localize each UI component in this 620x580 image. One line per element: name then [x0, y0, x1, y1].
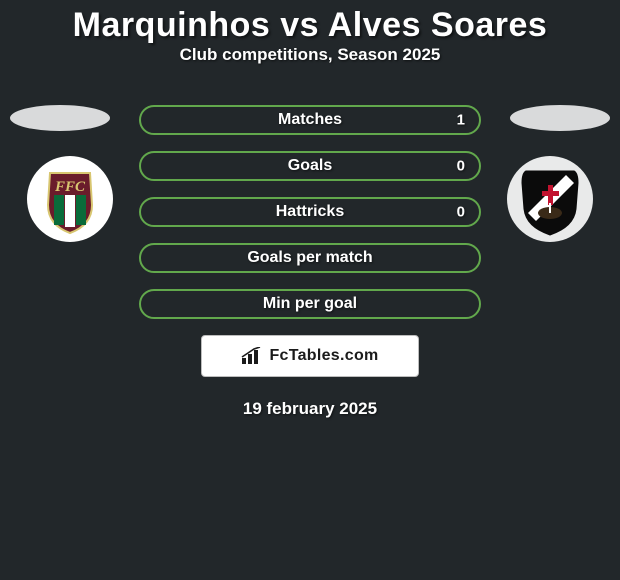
content-row: FFC Matches 1 — [0, 105, 620, 419]
stat-label: Matches — [278, 111, 342, 129]
stat-right-value: 0 — [457, 204, 465, 221]
player-ellipse-right — [510, 105, 610, 131]
comparison-card: Marquinhos vs Alves Soares Club competit… — [0, 0, 620, 580]
stat-label: Min per goal — [263, 295, 357, 313]
club-badge-left: FFC — [20, 155, 120, 243]
club-badge-right — [500, 155, 600, 243]
stat-row-matches: Matches 1 — [139, 105, 481, 135]
badge-mast — [549, 203, 551, 213]
stat-label: Goals per match — [247, 249, 372, 267]
subtitle: Club competitions, Season 2025 — [0, 45, 620, 65]
stripe-3 — [76, 195, 86, 225]
date-text: 19 february 2025 — [0, 399, 620, 419]
stat-right-value: 0 — [457, 158, 465, 175]
stripe-2 — [65, 195, 75, 227]
fluminense-badge-svg: FFC — [20, 155, 120, 243]
badge-letters-left: FFC — [54, 179, 86, 195]
brand-box: FcTables.com — [201, 335, 419, 377]
brand-text: FcTables.com — [269, 347, 378, 365]
stat-label: Goals — [288, 157, 332, 175]
stat-row-goals: Goals 0 — [139, 151, 481, 181]
stat-row-hattricks: Hattricks 0 — [139, 197, 481, 227]
stat-right-value: 1 — [457, 112, 465, 129]
page-title: Marquinhos vs Alves Soares — [0, 0, 620, 45]
stats-list: Matches 1 Goals 0 Hattricks 0 Goals per … — [139, 105, 481, 319]
vasco-badge-svg — [500, 155, 600, 243]
stat-row-goals-per-match: Goals per match — [139, 243, 481, 273]
bar-chart-icon — [241, 347, 263, 365]
player-ellipse-left — [10, 105, 110, 131]
stat-label: Hattricks — [276, 203, 344, 221]
stripe-1 — [54, 195, 64, 225]
stat-row-min-per-goal: Min per goal — [139, 289, 481, 319]
